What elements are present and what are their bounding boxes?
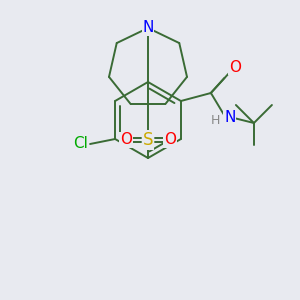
Text: S: S <box>143 131 153 149</box>
Text: N: N <box>142 20 154 35</box>
Text: N: N <box>224 110 236 125</box>
Text: O: O <box>120 133 132 148</box>
Text: H: H <box>211 113 220 127</box>
Text: O: O <box>164 133 176 148</box>
Text: O: O <box>229 59 241 74</box>
Text: Cl: Cl <box>73 136 88 152</box>
